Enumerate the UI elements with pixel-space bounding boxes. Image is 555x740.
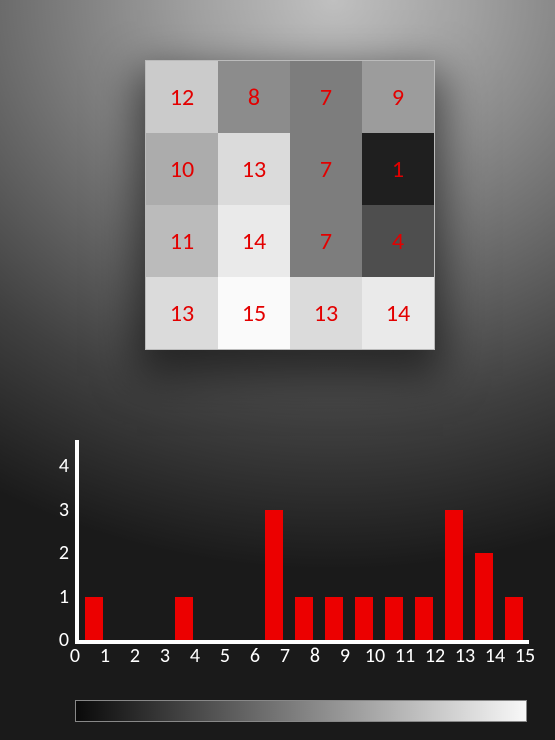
histogram-bar [355,597,374,640]
histogram-xtick-label: 13 [455,644,475,668]
heatmap: 1287910137111147413151314 [145,60,435,350]
heatmap-cell: 11 [146,205,218,277]
histogram-ytick-label: 3 [59,498,69,522]
histogram-xtick-label: 0 [70,644,80,668]
histogram-bar [475,553,494,640]
heatmap-cell: 1 [362,133,434,205]
histogram-bar [85,597,104,640]
heatmap-cell: 13 [146,277,218,349]
histogram-bar [505,597,524,640]
heatmap-cell: 7 [290,205,362,277]
histogram-xtick-label: 3 [160,644,170,668]
histogram-ytick-label: 0 [59,628,69,652]
histogram-xtick-label: 7 [280,644,290,668]
histogram-xtick-label: 1 [100,644,110,668]
heatmap-cell: 7 [290,133,362,205]
histogram-bar [265,510,284,640]
histogram-bar [445,510,464,640]
heatmap-cell: 4 [362,205,434,277]
histogram-xtick-label: 5 [220,644,230,668]
heatmap-cell: 13 [290,277,362,349]
histogram-bar [295,597,314,640]
histogram-ytick-label: 2 [59,541,69,565]
histogram-xtick-label: 15 [515,644,535,668]
histogram-xtick-label: 4 [190,644,200,668]
histogram-xtick-label: 9 [340,644,350,668]
histogram-ytick-label: 1 [59,585,69,609]
heatmap-cell: 8 [218,61,290,133]
heatmap-cell: 13 [218,133,290,205]
histogram-xtick-label: 8 [310,644,320,668]
histogram-xtick-label: 14 [485,644,505,668]
histogram-bar [385,597,404,640]
histogram-bar [325,597,344,640]
heatmap-cell: 12 [146,61,218,133]
heatmap-cell: 10 [146,133,218,205]
histogram-xtick-label: 10 [365,644,385,668]
histogram-bar [175,597,194,640]
histogram-xtick-label: 2 [130,644,140,668]
histogram-xtick-label: 11 [395,644,415,668]
histogram-plot-area [75,440,529,644]
histogram-bar [415,597,434,640]
histogram-ytick-label: 4 [59,454,69,478]
heatmap-cell: 14 [218,205,290,277]
heatmap-cell: 7 [290,61,362,133]
heatmap-cell: 9 [362,61,434,133]
heatmap-cell: 15 [218,277,290,349]
heatmap-grid: 1287910137111147413151314 [145,60,435,350]
histogram-xtick-label: 12 [425,644,445,668]
figure-canvas: 1287910137111147413151314 01234012345678… [0,0,555,740]
histogram: 012340123456789101112131415 [45,440,525,670]
colorscale-bar [75,700,527,722]
histogram-xtick-label: 6 [250,644,260,668]
heatmap-cell: 14 [362,277,434,349]
